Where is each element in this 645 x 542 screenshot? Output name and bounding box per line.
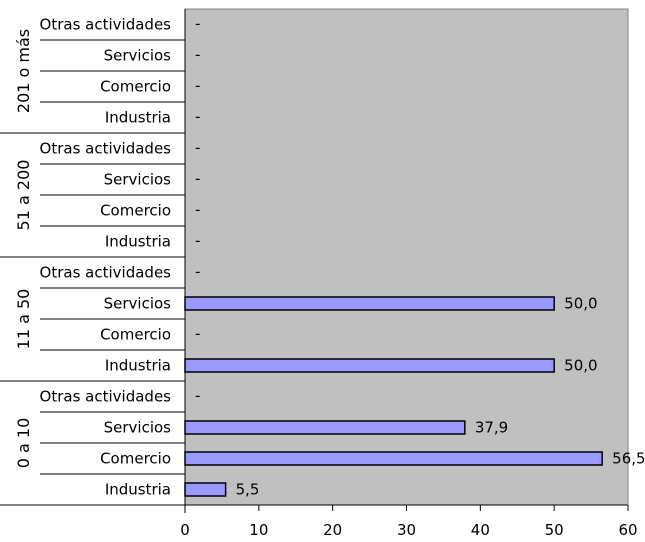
category-label: Otras actividades <box>40 264 172 282</box>
category-label: Comercio <box>100 202 171 220</box>
category-label: Otras actividades <box>40 16 172 34</box>
x-tick-label: 60 <box>618 521 637 539</box>
category-label: Servicios <box>104 419 172 437</box>
x-tick-label: 50 <box>545 521 564 539</box>
data-label: - <box>195 232 200 250</box>
group-label: 11 a 50 <box>14 289 33 350</box>
x-tick-label: 0 <box>180 521 190 539</box>
category-label: Industria <box>105 233 171 251</box>
category-label: Comercio <box>100 78 171 96</box>
group-label: 51 a 200 <box>14 160 33 231</box>
group-label: 0 a 10 <box>14 418 33 469</box>
bar <box>184 420 466 435</box>
data-label: - <box>195 108 200 126</box>
data-label: - <box>195 201 200 219</box>
category-label: Otras actividades <box>40 140 172 158</box>
data-label: 56,5 <box>612 450 645 468</box>
category-label: Industria <box>105 109 171 127</box>
category-label: Otras actividades <box>40 388 172 406</box>
data-label: 50,0 <box>564 295 597 313</box>
category-label: Servicios <box>104 295 172 313</box>
x-tick-label: 30 <box>397 521 416 539</box>
data-label: 37,9 <box>475 419 508 437</box>
category-label: Comercio <box>100 450 171 468</box>
category-label: Industria <box>105 357 171 375</box>
x-tick-label: 20 <box>323 521 342 539</box>
data-label: - <box>195 15 200 33</box>
group-label: 201 o más <box>14 29 33 113</box>
category-label: Servicios <box>104 171 172 189</box>
data-label: - <box>195 387 200 405</box>
bar <box>184 451 603 466</box>
data-label: - <box>195 263 200 281</box>
data-label: 5,5 <box>236 481 260 499</box>
x-tick-label: 10 <box>249 521 268 539</box>
data-label: 50,0 <box>564 357 597 375</box>
category-label: Industria <box>105 481 171 499</box>
x-tick-label: 40 <box>471 521 490 539</box>
data-label: - <box>195 77 200 95</box>
bar <box>184 296 555 311</box>
data-label: - <box>195 139 200 157</box>
category-label: Comercio <box>100 326 171 344</box>
data-label: - <box>195 46 200 64</box>
category-label: Servicios <box>104 47 172 65</box>
bar <box>184 482 227 497</box>
data-label: - <box>195 170 200 188</box>
bar <box>184 358 555 373</box>
data-label: - <box>195 325 200 343</box>
